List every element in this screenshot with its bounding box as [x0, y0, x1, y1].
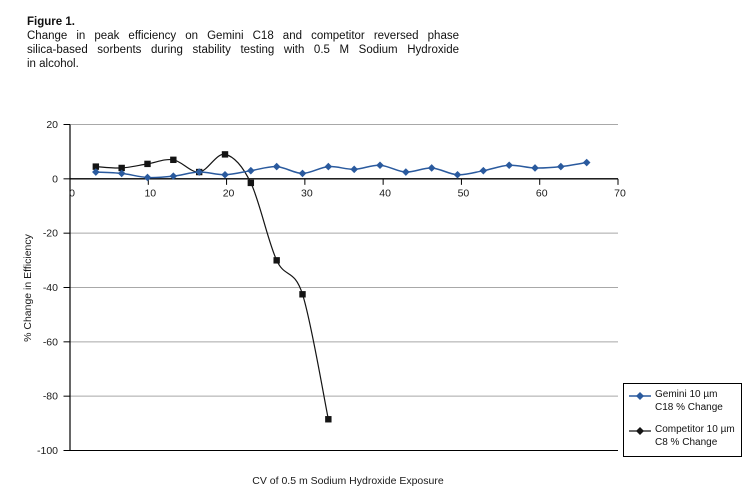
marker-diamond-gemini-0 [92, 168, 100, 176]
chart-legend: Gemini 10 µm C18 % Change Competitor 10 … [623, 383, 742, 457]
y-axis-title: % Change in Efficiency [22, 233, 34, 342]
x-tick-label-0: 0 [69, 187, 75, 199]
series-line-competitor [95, 153, 329, 420]
marker-square-competitor-0 [92, 163, 100, 170]
marker-diamond-gemini-16 [505, 161, 513, 170]
caption-line-2: silica-based sorbents during stability t… [27, 44, 459, 56]
y-tick-label--60: -60 [43, 336, 58, 348]
marker-diamond-gemini-14 [453, 170, 462, 179]
gemini-line-diamond-icon [629, 392, 651, 400]
legend-label-gemini: Gemini 10 µm C18 % Change [655, 389, 723, 413]
x-tick-label-60: 60 [536, 187, 548, 199]
series-line-gemini [95, 161, 587, 179]
caption-line-3: in alcohol. [27, 58, 79, 70]
marker-square-competitor-2 [144, 160, 151, 168]
marker-diamond-gemini-1 [117, 169, 126, 178]
marker-diamond-gemini-12 [402, 168, 410, 176]
legend-entry-gemini: Gemini 10 µm C18 % Change [628, 388, 741, 414]
marker-diamond-gemini-18 [557, 162, 565, 171]
x-tick-label-70: 70 [614, 187, 626, 199]
y-tick-label-0: 0 [52, 173, 58, 185]
y-tick-label--100: -100 [37, 445, 58, 457]
marker-diamond-gemini-17 [531, 164, 539, 172]
marker-diamond-gemini-19 [582, 158, 591, 167]
x-tick-label-30: 30 [301, 187, 313, 199]
x-tick-label-40: 40 [379, 187, 391, 199]
y-tick-label-20: 20 [46, 119, 58, 131]
caption-line-1: Change in peak efficiency on Gemini C18 … [27, 30, 459, 42]
y-tick-label--20: -20 [43, 228, 58, 240]
marker-square-competitor-5 [221, 151, 229, 158]
legend-entry-competitor: Competitor 10 µm C8 % Change [628, 423, 741, 449]
marker-diamond-gemini-3 [169, 172, 178, 180]
marker-diamond-gemini-11 [376, 161, 384, 170]
marker-diamond-gemini-2 [143, 173, 152, 182]
marker-diamond-gemini-5 [221, 170, 229, 179]
marker-diamond-gemini-6 [247, 166, 255, 175]
legend-label-competitor: Competitor 10 µm C8 % Change [655, 424, 735, 448]
marker-square-competitor-7 [273, 257, 280, 264]
marker-diamond-gemini-13 [427, 164, 436, 172]
competitor-line-diamond-icon [629, 427, 651, 435]
y-tick-label--40: -40 [43, 282, 58, 294]
marker-square-competitor-1 [118, 164, 125, 172]
figure-label: Figure 1. [27, 16, 75, 28]
marker-diamond-gemini-7 [272, 162, 281, 171]
marker-square-competitor-8 [299, 291, 306, 298]
marker-diamond-gemini-9 [324, 162, 333, 171]
marker-square-competitor-9 [325, 416, 332, 423]
x-tick-label-20: 20 [223, 187, 235, 199]
marker-diamond-gemini-15 [479, 166, 488, 175]
y-tick-label--80: -80 [43, 391, 58, 403]
x-tick-label-10: 10 [144, 187, 156, 199]
x-axis-title: CV of 0.5 m Sodium Hydroxide Exposure [252, 475, 444, 487]
marker-diamond-gemini-4 [195, 168, 203, 176]
marker-diamond-gemini-10 [350, 165, 358, 174]
x-tick-label-50: 50 [458, 187, 470, 199]
marker-square-competitor-3 [170, 156, 177, 164]
marker-square-competitor-6 [247, 179, 255, 187]
marker-diamond-gemini-8 [298, 169, 307, 178]
figure-caption: Figure 1. Change in peak efficiency on G… [27, 15, 459, 71]
